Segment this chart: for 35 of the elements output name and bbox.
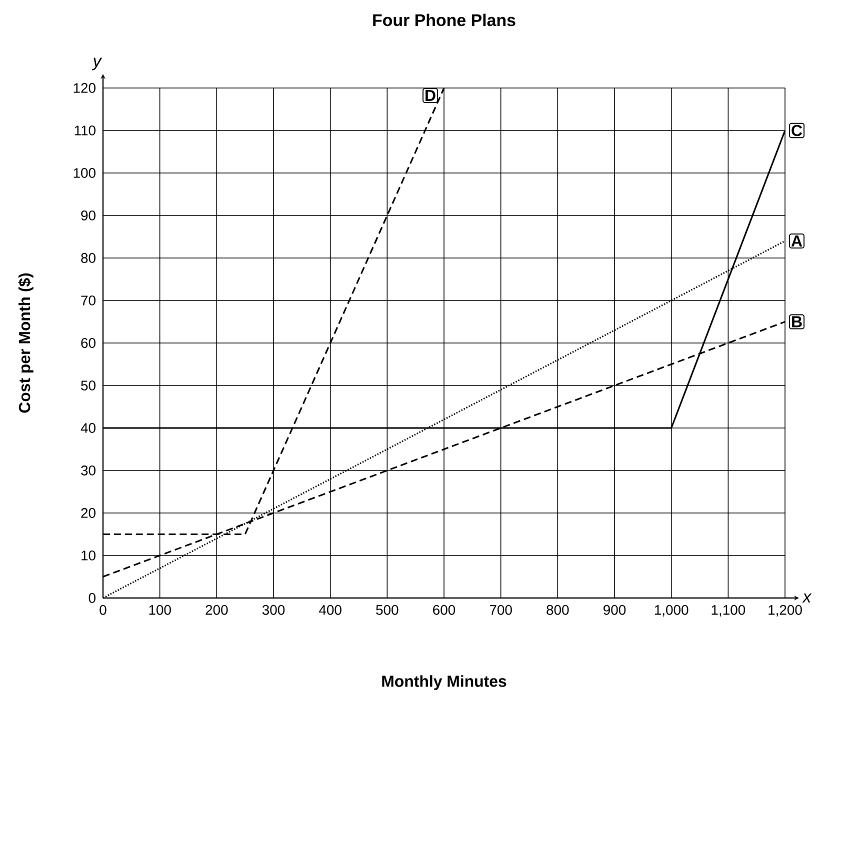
- y-tick-label: 60: [81, 338, 96, 348]
- x-tick-label: 1,100: [712, 604, 746, 616]
- x-tick-label: 800: [546, 604, 569, 615]
- x-tick-label: 200: [206, 604, 228, 615]
- text: x: [802, 594, 812, 602]
- x-tick-label: 1,000: [654, 604, 688, 616]
- chart-title: Four Phone Plans: [373, 14, 516, 26]
- x-tick-label: 300: [262, 604, 285, 615]
- x-tick-label: 100: [149, 604, 171, 615]
- y-tick-label: 120: [74, 83, 96, 93]
- y-tick-label: 30: [81, 466, 96, 476]
- y-tick-label: 10: [82, 550, 96, 560]
- y-tick-label: 40: [80, 423, 96, 433]
- x-tick-label: 1,200: [768, 604, 802, 616]
- y-tick-label: 110: [74, 126, 96, 136]
- x-tick-label: 600: [433, 604, 456, 615]
- y-tick-label: 50: [81, 380, 96, 390]
- x-tick-label: 0: [100, 604, 106, 615]
- y-tick-label: 20: [81, 508, 96, 518]
- y-axis-title: Cost per Month ($): [18, 273, 34, 413]
- y-tick-label: 0: [88, 593, 96, 603]
- series-label: D: [426, 90, 436, 101]
- series-label: A: [791, 236, 802, 246]
- y-tick-label: 70: [81, 296, 96, 306]
- x-tick-label: 900: [604, 604, 626, 615]
- text: y: [92, 58, 102, 70]
- y-tick-label: 80: [81, 253, 96, 263]
- x-tick-label: 500: [376, 604, 398, 615]
- series-label: B: [792, 316, 802, 328]
- x-tick-label: 700: [490, 604, 512, 615]
- x-tick-label: 400: [319, 604, 342, 615]
- x-axis-title: Monthly Minutes: [382, 675, 506, 690]
- y-tick-label: 90: [81, 210, 96, 220]
- series-label: C: [792, 124, 802, 136]
- y-tick-label: 100: [74, 168, 96, 178]
